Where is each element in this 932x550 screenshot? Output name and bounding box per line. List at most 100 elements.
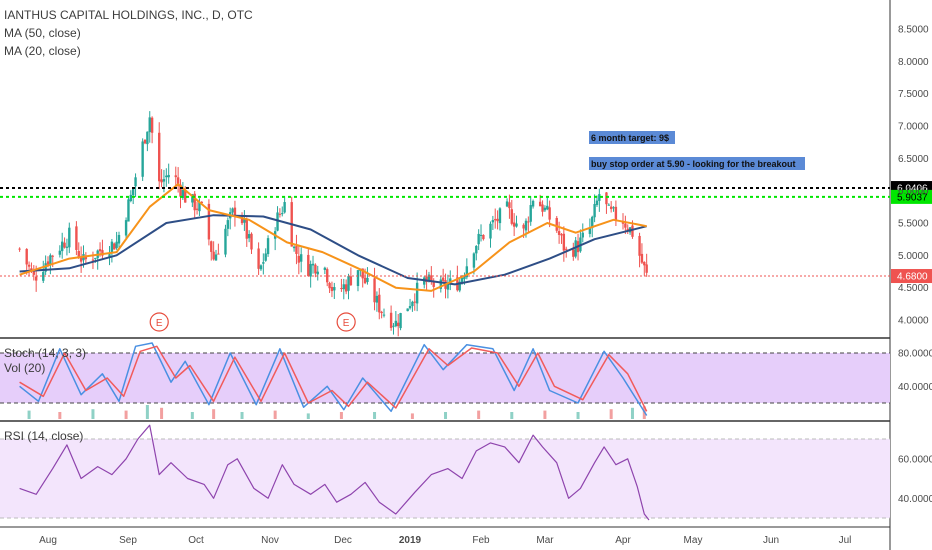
candle-body xyxy=(191,194,194,203)
candle-body xyxy=(449,278,452,284)
level-tag-buy-stop xyxy=(891,189,932,204)
candle-body xyxy=(32,271,36,275)
candle-body xyxy=(46,261,50,265)
candle-body xyxy=(299,254,303,262)
annotation-target: 6 month target: 9$ xyxy=(589,131,675,144)
candle-body xyxy=(505,201,509,207)
candle-body xyxy=(247,234,251,239)
candle-body xyxy=(266,238,270,255)
candle-body xyxy=(115,241,118,249)
candle-body xyxy=(356,270,360,286)
annotation-order-text: buy stop order at 5.90 - looking for the… xyxy=(591,159,796,169)
candle-body xyxy=(624,223,627,228)
earnings-marker-label: E xyxy=(343,318,350,329)
candle-body xyxy=(233,207,237,216)
candle-body xyxy=(645,264,648,273)
annotation-target-text: 6 month target: 9$ xyxy=(591,133,669,143)
annotation-target-bg xyxy=(589,131,675,144)
time-tick-label: Feb xyxy=(472,535,490,546)
candle-body xyxy=(432,281,435,287)
volume-bar xyxy=(510,412,514,419)
candle-body xyxy=(243,219,246,223)
price-tick-label: 4.5000 xyxy=(898,283,929,294)
candle-body xyxy=(609,206,613,210)
candle-body xyxy=(557,231,561,235)
candle-body xyxy=(380,311,383,314)
candle-body xyxy=(195,208,199,210)
candle-body xyxy=(212,251,215,260)
candle-body xyxy=(134,177,137,187)
candle-body xyxy=(51,255,54,257)
candle-body xyxy=(245,218,248,239)
price-tick-label: 6.5000 xyxy=(898,154,929,165)
volume-bar xyxy=(190,412,194,419)
candle-body xyxy=(30,268,33,271)
ma20-legend: MA (20, close) xyxy=(4,44,81,58)
candle-body xyxy=(531,200,535,207)
candle-body xyxy=(176,177,180,185)
candle-body xyxy=(347,276,350,291)
candle-body xyxy=(91,259,95,261)
candle-body xyxy=(382,314,386,316)
candle-body xyxy=(108,254,111,257)
candle-body xyxy=(441,277,445,281)
candle-body xyxy=(626,228,629,232)
candle-body xyxy=(250,233,253,250)
time-tick-label: Sep xyxy=(119,535,137,546)
candle-body xyxy=(494,219,497,221)
candle-body xyxy=(591,216,594,229)
candle-body xyxy=(278,213,282,215)
candle-body xyxy=(475,245,478,254)
candle-body xyxy=(375,295,379,303)
candle-body xyxy=(94,257,97,259)
candle-body xyxy=(207,203,211,240)
stoch-legend: Stoch (14, 3, 3) xyxy=(4,346,86,360)
candle-body xyxy=(328,282,331,289)
candle-body xyxy=(640,253,644,263)
price-axis-labels: 8.5000 8.0000 7.5000 7.0000 6.5000 6.0000 5.50… xyxy=(898,25,932,505)
candle-body xyxy=(309,264,312,277)
price-tick-label: 7.0000 xyxy=(898,122,929,133)
volume-bar xyxy=(477,410,481,419)
candle-body xyxy=(572,249,575,257)
candle-body xyxy=(555,217,558,231)
time-tick-label: 2019 xyxy=(399,535,422,546)
volume-bar xyxy=(124,410,128,419)
candle-body xyxy=(406,308,409,312)
candle-body xyxy=(472,253,476,268)
candle-body xyxy=(574,240,577,257)
candle-body xyxy=(430,275,433,281)
candle-body xyxy=(63,242,66,248)
candle-body xyxy=(18,248,21,250)
candle-body xyxy=(548,207,551,220)
volume-bar xyxy=(212,409,216,419)
annotation-order-bg xyxy=(589,157,805,170)
candle-body xyxy=(129,194,133,202)
candle-body xyxy=(214,254,218,261)
candle-body xyxy=(281,213,284,215)
candle-body xyxy=(84,255,88,260)
volume-legend: Vol (20) xyxy=(4,361,45,375)
time-tick-label: Apr xyxy=(615,535,631,546)
candle-body xyxy=(276,212,279,231)
ma50-line xyxy=(19,214,647,286)
candle-body xyxy=(292,246,296,249)
volume-bar xyxy=(339,412,343,419)
price-tick-label: 5.5000 xyxy=(898,219,929,230)
time-tick-label: May xyxy=(684,535,703,546)
candle-body xyxy=(565,248,568,250)
candle-body xyxy=(510,209,513,224)
candle-body xyxy=(425,276,428,283)
volume-bar xyxy=(306,413,310,419)
candle-body xyxy=(34,276,38,281)
candle-body xyxy=(77,250,80,258)
candle-body xyxy=(489,223,492,239)
chart-title: IANTHUS CAPITAL HOLDINGS, INC., D, OTC xyxy=(4,8,253,22)
candle-body xyxy=(307,254,310,277)
candle-body xyxy=(399,313,402,329)
candle-body xyxy=(198,202,201,212)
volume-bar xyxy=(91,409,95,419)
candle-body xyxy=(217,253,220,255)
